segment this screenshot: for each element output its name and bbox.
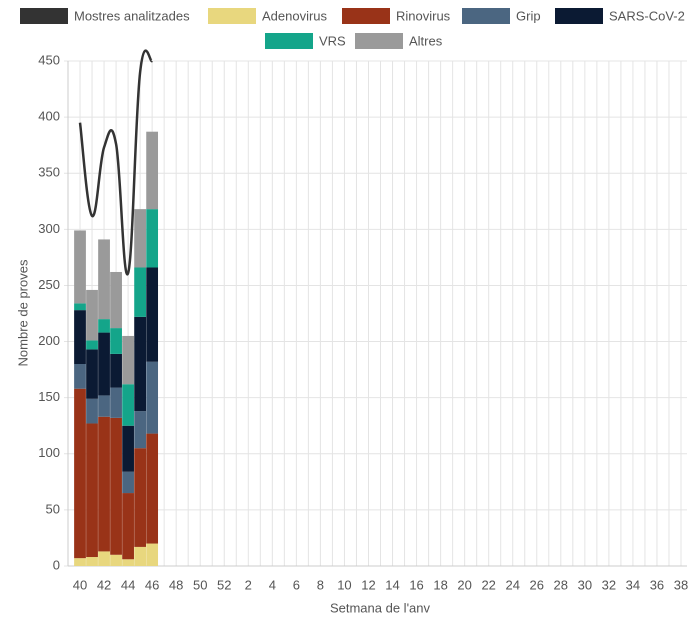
bar-segment — [98, 551, 110, 566]
legend-label: VRS — [319, 33, 346, 48]
bar-segment — [98, 319, 110, 333]
legend-swatch — [208, 8, 256, 24]
bar-segment — [146, 209, 159, 268]
bar-segment — [74, 310, 86, 364]
bar-segment — [74, 230, 86, 304]
bar-segment — [110, 554, 122, 566]
legend-swatch — [355, 33, 403, 49]
bar-segment — [98, 332, 110, 396]
y-tick-label: 150 — [38, 389, 60, 404]
bar-segment — [110, 353, 122, 388]
bar-segment — [146, 131, 159, 210]
bar-segment — [122, 335, 134, 385]
x-tick-label: 36 — [650, 577, 664, 592]
y-tick-label: 300 — [38, 221, 60, 236]
x-tick-label: 16 — [409, 577, 423, 592]
x-tick-label: 4 — [269, 577, 276, 592]
y-tick-label: 250 — [38, 277, 60, 292]
x-tick-label: 24 — [505, 577, 519, 592]
bar-segment — [134, 209, 146, 268]
legend-swatch — [342, 8, 390, 24]
x-tick-label: 38 — [674, 577, 688, 592]
bar-segment — [110, 271, 122, 329]
y-axis-label: Nombre de proves — [15, 259, 30, 366]
x-tick-label: 6 — [293, 577, 300, 592]
bar-segment — [134, 267, 146, 317]
x-tick-label: 14 — [385, 577, 399, 592]
bar-segment — [146, 361, 159, 434]
bar-segment — [134, 546, 146, 566]
legend-swatch — [555, 8, 603, 24]
bar-segment — [110, 417, 122, 555]
bar-segment — [146, 267, 159, 362]
x-tick-label: 32 — [602, 577, 616, 592]
legend-label: Adenovirus — [262, 8, 328, 23]
bar-segment — [146, 433, 159, 544]
bar-segment — [98, 395, 110, 417]
bar-segment — [86, 423, 98, 558]
bar-segment — [74, 364, 86, 389]
x-tick-label: 34 — [626, 577, 640, 592]
x-axis-label: Setmana de l'anv — [330, 600, 431, 615]
legend-label: Mostres analitzades — [74, 8, 190, 23]
y-tick-label: 50 — [46, 501, 60, 516]
bar-segment — [134, 316, 146, 412]
bar-segment — [74, 388, 86, 559]
x-tick-label: 50 — [193, 577, 207, 592]
legend-label: Grip — [516, 8, 541, 23]
legend-label: Rinovirus — [396, 8, 451, 23]
x-tick-label: 44 — [121, 577, 135, 592]
y-tick-label: 400 — [38, 109, 60, 124]
bar-segment — [146, 543, 159, 566]
x-tick-label: 42 — [97, 577, 111, 592]
y-tick-label: 200 — [38, 333, 60, 348]
bar-segment — [86, 349, 98, 399]
x-tick-label: 46 — [145, 577, 159, 592]
x-tick-label: 10 — [337, 577, 351, 592]
bar-segment — [122, 559, 134, 566]
legend-swatch — [462, 8, 510, 24]
bar-segment — [122, 384, 134, 426]
x-tick-label: 52 — [217, 577, 231, 592]
x-tick-label: 48 — [169, 577, 183, 592]
bar-segment — [98, 416, 110, 552]
bar-segment — [134, 448, 146, 547]
y-tick-label: 450 — [38, 52, 60, 67]
bar-segment — [122, 425, 134, 472]
y-tick-label: 350 — [38, 165, 60, 180]
bar-segment — [110, 328, 122, 354]
legend-label: Altres — [409, 33, 443, 48]
x-tick-label: 22 — [481, 577, 495, 592]
bar-segment — [86, 289, 98, 341]
x-tick-label: 40 — [73, 577, 87, 592]
x-tick-label: 26 — [530, 577, 544, 592]
x-tick-label: 12 — [361, 577, 375, 592]
bar-segment — [86, 398, 98, 424]
x-tick-label: 2 — [245, 577, 252, 592]
y-tick-label: 0 — [53, 557, 60, 572]
legend-label: SARS-CoV-2 — [609, 8, 685, 23]
y-tick-label: 100 — [38, 445, 60, 460]
bar-segment — [98, 239, 110, 320]
line — [78, 49, 154, 276]
bar-segment — [74, 303, 86, 311]
x-tick-label: 30 — [578, 577, 592, 592]
legend-swatch — [265, 33, 313, 49]
bar-segment — [74, 558, 86, 566]
bar-segment — [122, 493, 134, 560]
bar-segment — [86, 557, 98, 566]
x-tick-label: 20 — [457, 577, 471, 592]
legend-swatch — [20, 8, 68, 24]
bar-segment — [122, 471, 134, 494]
bar-segment — [86, 340, 98, 350]
x-tick-label: 18 — [433, 577, 447, 592]
x-tick-label: 28 — [554, 577, 568, 592]
bar-segment — [134, 411, 146, 449]
x-tick-label: 8 — [317, 577, 324, 592]
bar-segment — [110, 387, 122, 418]
